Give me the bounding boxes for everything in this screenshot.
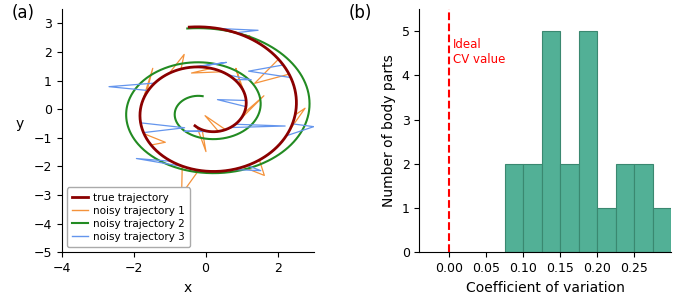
Y-axis label: y: y bbox=[16, 117, 24, 131]
Bar bbox=[579, 31, 597, 252]
X-axis label: Coefficient of variation: Coefficient of variation bbox=[466, 281, 625, 295]
Bar bbox=[560, 164, 579, 252]
X-axis label: x: x bbox=[184, 281, 192, 295]
Text: Ideal
CV value: Ideal CV value bbox=[453, 38, 505, 66]
Bar bbox=[505, 164, 523, 252]
Legend: true trajectory, noisy trajectory 1, noisy trajectory 2, noisy trajectory 3: true trajectory, noisy trajectory 1, noi… bbox=[67, 187, 190, 247]
Bar bbox=[523, 164, 542, 252]
Text: (a): (a) bbox=[11, 4, 34, 22]
Text: (b): (b) bbox=[349, 4, 372, 22]
Bar bbox=[542, 31, 560, 252]
Bar bbox=[597, 208, 616, 252]
Bar bbox=[653, 208, 671, 252]
Bar bbox=[634, 164, 653, 252]
Bar bbox=[616, 164, 634, 252]
Y-axis label: Number of body parts: Number of body parts bbox=[382, 54, 396, 207]
